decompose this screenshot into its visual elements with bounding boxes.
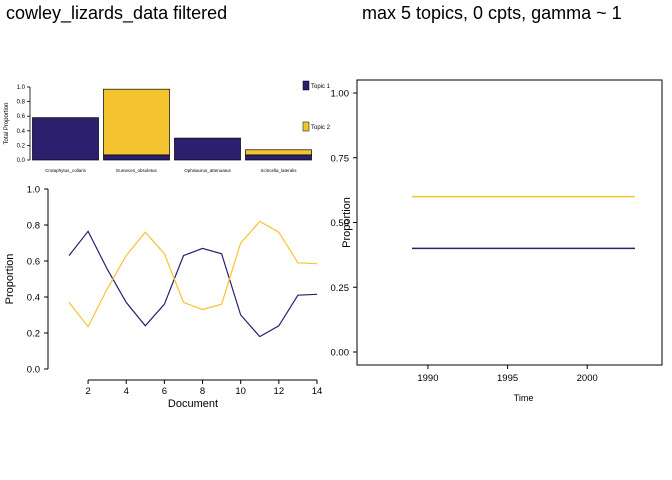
time-y-tick-label: 0.00 (331, 348, 350, 359)
doc-y-tick-label: 0.0 (27, 365, 40, 376)
bar-y-tick-label: 0.4 (17, 129, 26, 135)
bar-segment (245, 149, 312, 156)
time-y-tick-label: 0.75 (331, 153, 350, 164)
bar-y-tick-label: 0.2 (17, 143, 26, 149)
bar-category-label: Ophisaurus_attenuatus (184, 168, 231, 173)
time-y-tick-label: 0.25 (331, 283, 350, 294)
doc-x-tick-label: 12 (274, 386, 285, 397)
bar-category-label: Scincella_lateralis (260, 168, 297, 173)
time-x-tick-label: 1990 (417, 373, 438, 384)
doc-series-line (68, 230, 318, 338)
doc-y-axis-label: Proportion (4, 254, 16, 305)
bar-segment (174, 137, 241, 161)
doc-y-tick-label: 0.4 (27, 293, 40, 304)
doc-series-line (68, 220, 318, 328)
bar-category-label: Crotaphytus_collaris (45, 168, 87, 173)
legend-label: Topic 1 (311, 84, 331, 90)
left-title: cowley_lizards_data filtered (6, 3, 228, 23)
bar-category-label: Eumeces_obsoletus (116, 168, 157, 173)
bar-y-tick-label: 0.6 (17, 114, 26, 120)
doc-x-tick-label: 6 (162, 386, 167, 397)
doc-x-axis-label: Document (168, 398, 218, 410)
time-y-axis-label: Proportion (341, 197, 353, 248)
doc-x-tick-label: 10 (235, 386, 246, 397)
doc-y-tick-label: 0.6 (27, 257, 40, 268)
doc-y-tick-label: 0.8 (27, 221, 40, 232)
doc-x-tick-label: 2 (85, 386, 90, 397)
bar-y-axis-label: Total Proportion (4, 102, 10, 144)
time-plot-frame (356, 79, 663, 366)
doc-y-tick-label: 0.2 (27, 329, 40, 340)
legend-label: Topic 2 (311, 125, 331, 131)
bar-y-tick-label: 0.8 (17, 100, 26, 106)
time-x-tick-label: 1995 (497, 373, 518, 384)
bar-y-tick-label: 1.0 (17, 85, 26, 91)
bar-segment (32, 117, 99, 161)
doc-x-tick-label: 14 (312, 386, 323, 397)
right-title: max 5 topics, 0 cpts, gamma ~ 1 (362, 3, 622, 23)
bar-segment (103, 88, 170, 156)
doc-x-tick-label: 4 (124, 386, 129, 397)
legend-swatch (302, 121, 310, 132)
bar-y-tick-label: 0.0 (17, 158, 26, 164)
legend-swatch (302, 80, 310, 91)
doc-y-tick-label: 1.0 (27, 185, 40, 196)
time-y-tick-label: 0.50 (331, 218, 350, 229)
time-x-tick-label: 2000 (577, 373, 598, 384)
doc-x-tick-label: 8 (200, 386, 205, 397)
time-y-tick-label: 1.00 (331, 89, 350, 100)
time-x-axis-label: Time (514, 393, 534, 403)
